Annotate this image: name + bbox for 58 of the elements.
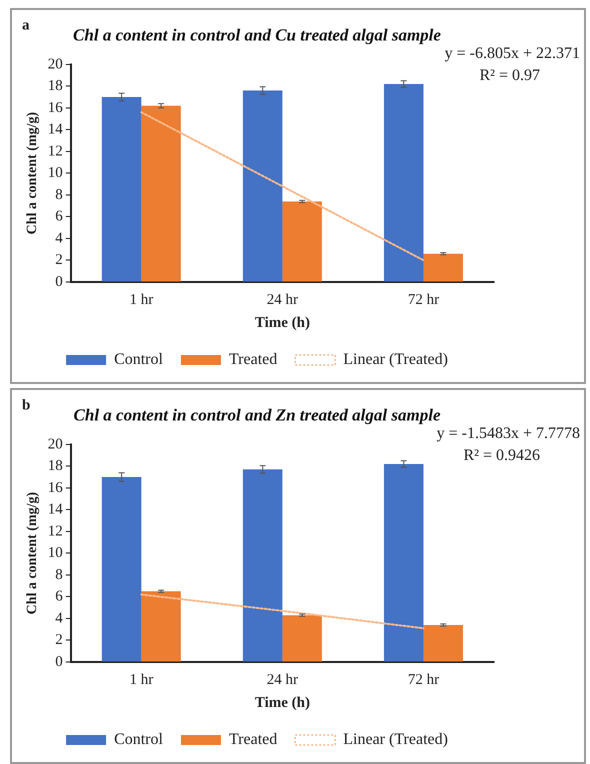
bar [423, 254, 463, 282]
text: y = -6.805x + 22.371 [444, 45, 580, 62]
bar [141, 106, 181, 282]
text: y = -1.5483x + 7.7778 [436, 425, 580, 442]
y-tick-label: 10 [48, 545, 63, 562]
y-tick-label: 8 [55, 566, 63, 583]
y-tick-label: 10 [48, 165, 63, 182]
legend-label: Linear (Treated) [343, 731, 448, 748]
x-tick-label: 1 hr [129, 292, 154, 308]
y-tick-label: 8 [55, 186, 63, 203]
y-tick-label: 20 [48, 436, 63, 452]
y-tick-label: 18 [48, 458, 63, 474]
y-tick-label: 2 [55, 252, 63, 268]
chart-title: Chl a content in control and Zn treated algal sample [74, 406, 441, 425]
annotation: R² = 0.97 [480, 67, 540, 84]
text: a [22, 17, 30, 34]
y-tick-label: 0 [55, 274, 63, 290]
bar [282, 615, 322, 662]
legend-label: Control [114, 351, 164, 368]
y-tick-label: 0 [55, 654, 63, 670]
bar [102, 477, 142, 662]
annotation: R² = 0.9426 [464, 447, 540, 464]
y-axis-title: Chl a content (mg/g) [25, 492, 40, 614]
legend-label: Linear (Treated) [343, 351, 448, 368]
y-tick-label: 20 [48, 56, 63, 72]
bar [384, 464, 424, 662]
legend-label: Treated [228, 351, 278, 368]
y-tick-label: 16 [48, 480, 64, 496]
y-tick-label: 18 [48, 78, 63, 94]
legend-label: Treated [228, 731, 278, 748]
chart-title: Chl a content in control and Cu treated algal sample [73, 26, 442, 45]
y-tick-label: 6 [55, 588, 64, 605]
y-tick-label: 12 [48, 523, 63, 540]
bar [423, 625, 463, 662]
y-tick-label: 14 [48, 122, 64, 138]
x-axis-title: Time (h) [254, 694, 310, 711]
y-tick-label: 6 [55, 208, 64, 225]
bar [384, 84, 424, 282]
legend-label: Control [114, 731, 164, 748]
x-axis-title: Time (h) [254, 314, 310, 331]
bar [102, 97, 142, 282]
y-tick-label: 4 [55, 610, 64, 626]
y-tick-label: 12 [48, 143, 63, 160]
y-tick-label: 2 [55, 632, 63, 648]
bar [242, 469, 282, 662]
y-tick-label: 16 [48, 100, 64, 116]
x-tick-label: 1 hr [129, 672, 154, 688]
y-tick-label: 14 [48, 502, 64, 518]
y-axis-title: Chl a content (mg/g) [25, 112, 40, 234]
y-tick-label: 4 [55, 230, 64, 246]
bar [282, 201, 322, 282]
x-tick-label: 24 hr [266, 672, 298, 688]
x-tick-label: 72 hr [408, 672, 440, 688]
text: b [22, 397, 30, 414]
bar [242, 90, 282, 282]
bar [141, 591, 181, 662]
x-tick-label: 72 hr [408, 292, 440, 308]
x-tick-label: 24 hr [266, 292, 298, 308]
